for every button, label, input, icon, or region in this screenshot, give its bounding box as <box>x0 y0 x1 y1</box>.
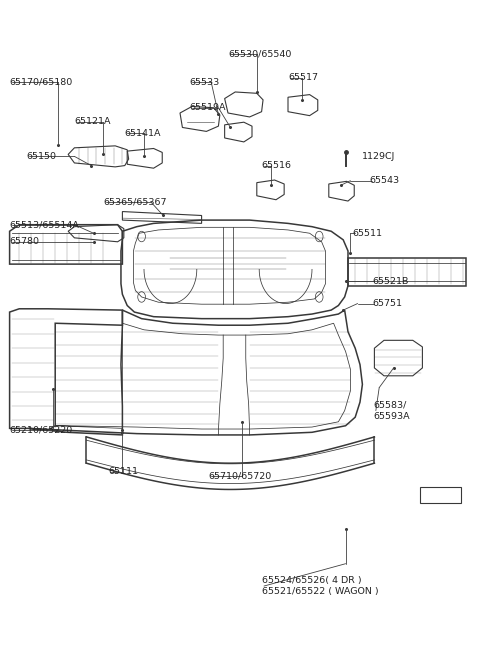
Text: 65517: 65517 <box>288 73 318 82</box>
Text: 65210/65220: 65210/65220 <box>10 426 73 435</box>
Text: 1129CJ: 1129CJ <box>362 152 396 161</box>
Text: 65511: 65511 <box>353 229 383 238</box>
Text: 65543: 65543 <box>370 176 400 185</box>
Text: 65513/65514A: 65513/65514A <box>10 220 80 229</box>
Text: 65365/65367: 65365/65367 <box>103 198 167 207</box>
Text: 65519A: 65519A <box>190 103 226 112</box>
Text: 65524/65526( 4 DR )
65521/65522 ( WAGON ): 65524/65526( 4 DR ) 65521/65522 ( WAGON … <box>262 576 378 596</box>
Text: 65780: 65780 <box>10 237 39 246</box>
Text: 65583/
65593A: 65583/ 65593A <box>373 401 410 420</box>
Text: 65533: 65533 <box>190 78 220 87</box>
Text: 65521B: 65521B <box>372 277 408 286</box>
Text: 65710/65720: 65710/65720 <box>209 472 272 481</box>
Text: 65170/65180: 65170/65180 <box>10 78 73 87</box>
Text: 65530/65540: 65530/65540 <box>228 49 291 58</box>
Text: 65751: 65751 <box>372 299 402 308</box>
Text: 65121A: 65121A <box>74 117 111 126</box>
Text: 65150: 65150 <box>26 152 57 161</box>
Text: 65516: 65516 <box>262 161 292 170</box>
Text: 65111: 65111 <box>108 467 138 476</box>
Text: 65141A: 65141A <box>125 129 161 138</box>
